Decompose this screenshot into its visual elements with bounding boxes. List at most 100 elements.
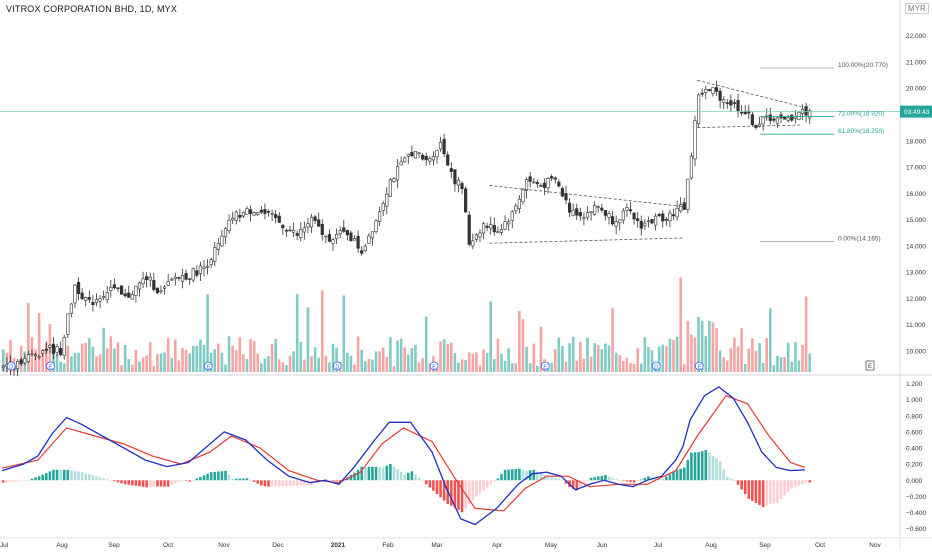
volume-bar (303, 359, 306, 372)
volume-bar (363, 361, 367, 372)
candle-body (313, 216, 317, 221)
candle-body (460, 183, 464, 190)
candle-body (689, 155, 694, 179)
candle-body (263, 209, 267, 214)
candle-body (23, 358, 27, 364)
volume-bar (718, 350, 722, 372)
candle-body (270, 213, 274, 215)
volume-bar (804, 296, 808, 372)
candle-body (732, 102, 737, 104)
histogram-bar (765, 480, 768, 506)
event-marker (332, 361, 342, 371)
histogram-bar (249, 480, 252, 481)
histogram-bar (145, 480, 148, 488)
candle-body (220, 235, 224, 247)
candle-body (245, 208, 249, 215)
volume-bar (679, 277, 682, 372)
candle-body (177, 276, 181, 279)
volume-bar (410, 348, 414, 372)
candle-body (718, 90, 722, 101)
volume-bar (643, 337, 647, 372)
volume-bar (331, 343, 335, 372)
candle-body (216, 243, 220, 250)
candle-body (152, 279, 156, 290)
candle-body (707, 89, 711, 91)
histogram-bar (514, 468, 518, 481)
volume-bar (328, 362, 331, 372)
histogram-bar (614, 478, 618, 481)
volume-bar (335, 347, 338, 372)
histogram-bar (636, 480, 639, 482)
candle-body (442, 138, 446, 155)
histogram-bar (686, 460, 690, 481)
candle-body (327, 234, 332, 242)
candle-body (112, 284, 116, 289)
fib-label: 61.80%(18.250) (838, 128, 884, 135)
candle-body (84, 297, 88, 301)
volume-bar (639, 363, 643, 372)
histogram-bar (561, 480, 564, 481)
histogram-bar (536, 471, 539, 481)
candle-body (378, 211, 382, 222)
volume-bar (768, 308, 772, 372)
histogram-bar (120, 480, 123, 484)
histogram-bar (159, 480, 163, 487)
candle-body (345, 230, 349, 236)
histogram-bar (808, 480, 812, 483)
histogram-bar (55, 469, 59, 481)
candle-body (532, 181, 536, 184)
volume-bar (320, 290, 324, 372)
candle-body (528, 176, 532, 182)
volume-bar (611, 307, 614, 372)
time-tick-label: Mar (431, 542, 443, 549)
volume-bar (159, 353, 163, 372)
volume-bar (485, 353, 489, 372)
histogram-bar (518, 468, 521, 481)
histogram-bar (453, 480, 457, 508)
time-tick-label: Jul (0, 542, 9, 549)
candle-body (453, 169, 457, 185)
histogram-bar (758, 480, 761, 506)
histogram-bar (73, 470, 77, 481)
volume-bar (116, 342, 120, 372)
histogram-bar (263, 480, 267, 487)
candle-body (277, 215, 281, 223)
histogram-bar (794, 480, 797, 487)
candle-body (693, 120, 697, 160)
histogram-bar (521, 469, 525, 481)
time-tick-label: Nov (218, 542, 230, 549)
candle-body (786, 117, 790, 121)
volume-bar (446, 343, 450, 372)
histogram-bar (736, 480, 740, 485)
candle-body (162, 286, 167, 289)
candle-body (127, 292, 131, 298)
volume-bar (700, 320, 704, 372)
candle-body (668, 212, 672, 222)
volume-bar (733, 337, 736, 372)
volume-bar (571, 336, 575, 372)
volume-bar (371, 359, 374, 372)
volume-bar (52, 351, 55, 372)
candle-body (449, 168, 453, 172)
candle-body (521, 189, 525, 203)
histogram-bar (170, 480, 174, 486)
volume-bar (399, 338, 403, 372)
candle-body (33, 354, 38, 357)
candle-body (675, 207, 679, 218)
candle-body (661, 213, 665, 222)
macd-tick-label: 0.200 (906, 462, 923, 469)
event-marker-label: E (432, 365, 436, 371)
histogram-bar (274, 480, 277, 487)
candle-body (564, 193, 568, 201)
volume-bar (267, 356, 270, 372)
candle-body (234, 211, 238, 221)
histogram-bar (596, 476, 600, 481)
histogram-bar (392, 466, 396, 481)
volume-bar (120, 365, 123, 372)
histogram-bar (285, 480, 288, 487)
time-tick-label: Aug (56, 542, 68, 549)
histogram-bar (589, 477, 593, 481)
currency-label[interactable]: MYR (905, 3, 929, 14)
candle-body (550, 176, 554, 179)
